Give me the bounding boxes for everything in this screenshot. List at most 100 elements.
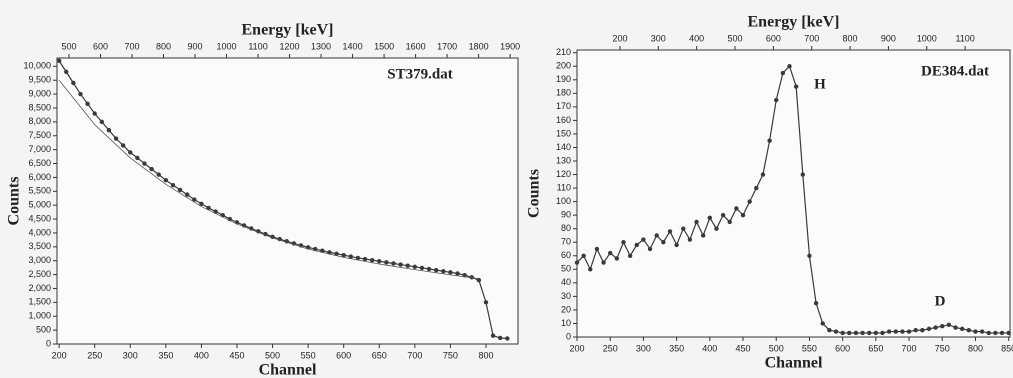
data-point xyxy=(448,270,453,275)
x2-tick-label: 1300 xyxy=(311,41,331,51)
y-tick-label: 1,500 xyxy=(28,297,51,307)
data-point xyxy=(833,329,839,334)
x2-tick-label: 1000 xyxy=(917,33,937,43)
y-axis-label: Counts xyxy=(6,177,23,226)
data-point xyxy=(377,259,382,264)
data-point xyxy=(973,329,978,334)
data-point xyxy=(740,212,746,218)
y-tick-label: 30 xyxy=(561,291,571,301)
data-point xyxy=(800,172,805,177)
y-axis-label: Counts xyxy=(526,169,543,218)
data-point xyxy=(880,330,885,336)
data-point xyxy=(498,335,503,341)
x-tick-label: 800 xyxy=(968,343,983,353)
x-axis-label: Channel xyxy=(259,362,317,378)
x2-tick-label: 900 xyxy=(881,33,896,43)
y-tick-label: 2,500 xyxy=(28,269,51,279)
data-point xyxy=(614,256,620,261)
y-tick-label: 70 xyxy=(561,237,571,247)
data-point xyxy=(574,260,580,265)
y-tick-label: 3,000 xyxy=(28,255,51,265)
data-point xyxy=(334,251,339,256)
x-tick-label: 200 xyxy=(569,343,584,353)
data-point xyxy=(953,325,958,330)
data-point xyxy=(913,328,918,333)
data-point xyxy=(505,336,510,341)
data-point xyxy=(840,330,845,336)
x-tick-label: 600 xyxy=(835,343,850,353)
data-point xyxy=(601,260,606,265)
data-point xyxy=(490,333,496,338)
x-tick-label: 600 xyxy=(336,350,351,360)
data-point xyxy=(827,328,832,333)
x2-tick-label: 1900 xyxy=(500,41,520,51)
x2-tick-label: 1200 xyxy=(280,41,300,51)
data-point xyxy=(734,206,739,211)
x-tick-label: 400 xyxy=(702,343,717,353)
y-tick-label: 1,000 xyxy=(28,311,51,321)
data-point xyxy=(867,330,872,336)
y-tick-label: 200 xyxy=(556,61,571,71)
x-tick-label: 500 xyxy=(769,343,784,353)
annotation: D xyxy=(935,293,946,309)
y-tick-label: 100 xyxy=(556,196,571,206)
data-point xyxy=(793,84,799,89)
data-point xyxy=(199,201,204,206)
data-point xyxy=(355,255,361,261)
y-tick-label: 8,000 xyxy=(28,116,51,126)
data-point xyxy=(860,330,865,336)
y-tick-label: 130 xyxy=(556,155,571,165)
data-point xyxy=(933,325,938,330)
x-axis-label: Channel xyxy=(765,355,823,372)
data-point xyxy=(441,269,446,274)
data-point xyxy=(405,263,410,268)
series-line xyxy=(58,79,479,280)
data-point xyxy=(647,246,653,252)
data-point xyxy=(128,150,133,155)
data-point xyxy=(469,275,474,280)
data-point xyxy=(920,328,925,333)
x-tick-label: 550 xyxy=(301,350,316,360)
x-tick-label: 650 xyxy=(868,343,883,353)
data-point xyxy=(594,246,600,252)
data-point xyxy=(113,136,119,141)
x-tick-label: 550 xyxy=(802,343,817,353)
data-point xyxy=(120,143,126,148)
data-point xyxy=(135,155,140,161)
data-point xyxy=(966,328,972,333)
data-point xyxy=(813,300,819,306)
data-point xyxy=(714,226,719,231)
y-tick-label: 190 xyxy=(556,74,571,84)
data-point xyxy=(959,326,965,332)
data-point xyxy=(787,64,792,69)
y-tick-label: 5,500 xyxy=(28,186,51,196)
data-point xyxy=(661,240,666,245)
x2-tick-label: 800 xyxy=(156,41,171,51)
data-point xyxy=(687,237,693,242)
data-point xyxy=(419,265,425,271)
x2-tick-label: 900 xyxy=(188,41,203,51)
y-tick-label: 9,500 xyxy=(28,75,51,85)
data-point xyxy=(362,256,368,262)
data-point xyxy=(348,254,354,259)
data-point xyxy=(483,300,489,305)
data-point xyxy=(398,262,403,267)
data-point xyxy=(820,321,825,326)
data-point xyxy=(993,330,998,336)
x2-tick-label: 600 xyxy=(93,41,108,51)
data-point xyxy=(774,97,779,103)
y-tick-label: 110 xyxy=(557,182,571,192)
data-point xyxy=(674,242,679,248)
y-tick-label: 8,500 xyxy=(28,102,51,112)
y-tick-label: 5,000 xyxy=(28,200,51,210)
data-point xyxy=(341,252,346,258)
y-tick-label: 150 xyxy=(556,128,571,138)
data-point xyxy=(986,330,991,336)
data-point xyxy=(654,233,659,238)
annotation: H xyxy=(814,76,826,92)
data-point xyxy=(900,329,905,334)
y-tick-label: 50 xyxy=(561,264,571,274)
y-tick-label: 10 xyxy=(561,318,571,328)
